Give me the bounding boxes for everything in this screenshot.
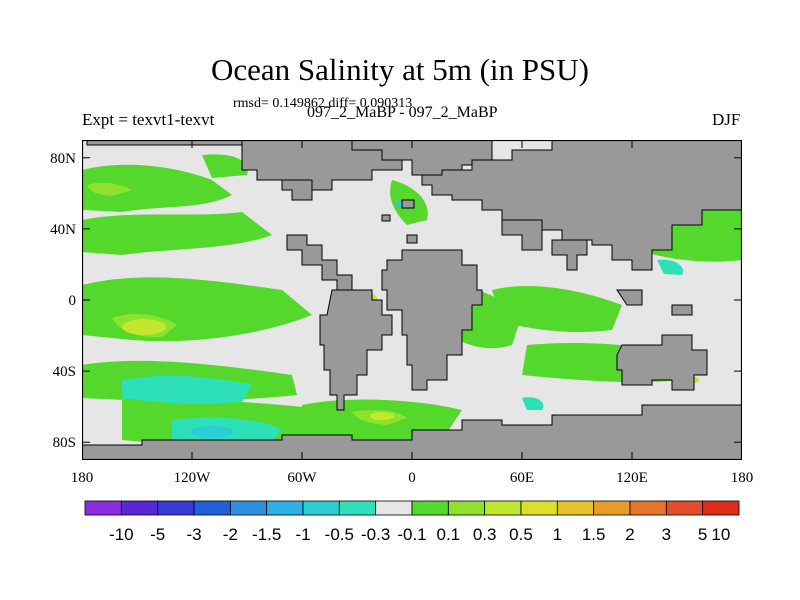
colorbar-box	[193, 500, 231, 516]
colorbar-label: -3	[186, 525, 201, 544]
colorbar-label: 2	[625, 525, 634, 544]
stats-line: rmsd= 0.149862 diff= 0.090313	[233, 96, 413, 111]
colorbar-label: -1	[295, 525, 310, 544]
colorbar-box	[702, 500, 740, 516]
colorbar-box	[520, 500, 558, 516]
colorbar-box	[665, 500, 704, 516]
colorbar-box	[375, 500, 413, 516]
colorbar-label: 10	[711, 525, 730, 544]
colorbar-box	[556, 500, 595, 516]
season-label: DJF	[712, 110, 741, 129]
lat-tick-label: 40S	[53, 364, 76, 380]
lat-tick-label: 80N	[50, 151, 76, 167]
lon-tick-label: 120E	[616, 470, 648, 486]
map-title: Ocean Salinity at 5m (in PSU)	[211, 52, 589, 87]
colorbar-label: 1.5	[582, 525, 606, 544]
colorbar-box	[411, 500, 449, 516]
colorbar-box	[229, 500, 268, 516]
colorbar-label: -1.5	[252, 525, 281, 544]
land-masses	[82, 140, 742, 460]
colorbar-label: 5	[698, 525, 707, 544]
lat-tick-label: 80S	[53, 435, 76, 451]
lat-tick-label: 0	[69, 293, 77, 309]
colorbar-label: -0.5	[325, 525, 354, 544]
lon-tick-label: 120W	[174, 470, 212, 486]
colorbar-label: -0.3	[361, 525, 390, 544]
colorbar-label: 0.3	[473, 525, 497, 544]
colorbar-box	[629, 500, 667, 516]
lon-tick-label: 180	[731, 470, 754, 486]
colorbar-label: -5	[150, 525, 165, 544]
colorbar-box	[302, 500, 340, 516]
lon-tick-label: 0	[408, 470, 416, 486]
colorbar-label: 1	[553, 525, 562, 544]
colorbar-box	[593, 500, 631, 516]
salinity-map	[82, 140, 742, 460]
tick-marks	[82, 140, 742, 460]
colorbar-label: -2	[223, 525, 238, 544]
colorbar-box	[84, 500, 122, 516]
lat-tick-label: 40N	[50, 222, 76, 238]
colorbar-label: -0.1	[397, 525, 426, 544]
colorbar-box	[484, 500, 522, 516]
colorbar-box	[266, 500, 304, 516]
colorbar: -10 -5 -3 -2 -1.5 -1 -0.5 -0.3 -0.1 0.1 0.3 0.5 1 1.5…	[84, 500, 740, 544]
colorbar-label: 0.1	[437, 525, 461, 544]
lon-tick-label: 60W	[287, 470, 317, 486]
experiment-label: Expt = texvt1-texvt	[82, 110, 215, 129]
colorbar-box	[447, 500, 486, 516]
lon-tick-label: 180	[71, 470, 94, 486]
experiment-pair-label: 097_2_MaBP - 097_2_MaBP	[307, 104, 498, 121]
colorbar-label: -10	[109, 525, 134, 544]
colorbar-box	[157, 500, 195, 516]
colorbar-box	[120, 500, 159, 516]
colorbar-label: 0.5	[509, 525, 533, 544]
colorbar-box	[338, 500, 377, 516]
colorbar-label: 3	[662, 525, 671, 544]
lon-tick-label: 60E	[510, 470, 534, 486]
